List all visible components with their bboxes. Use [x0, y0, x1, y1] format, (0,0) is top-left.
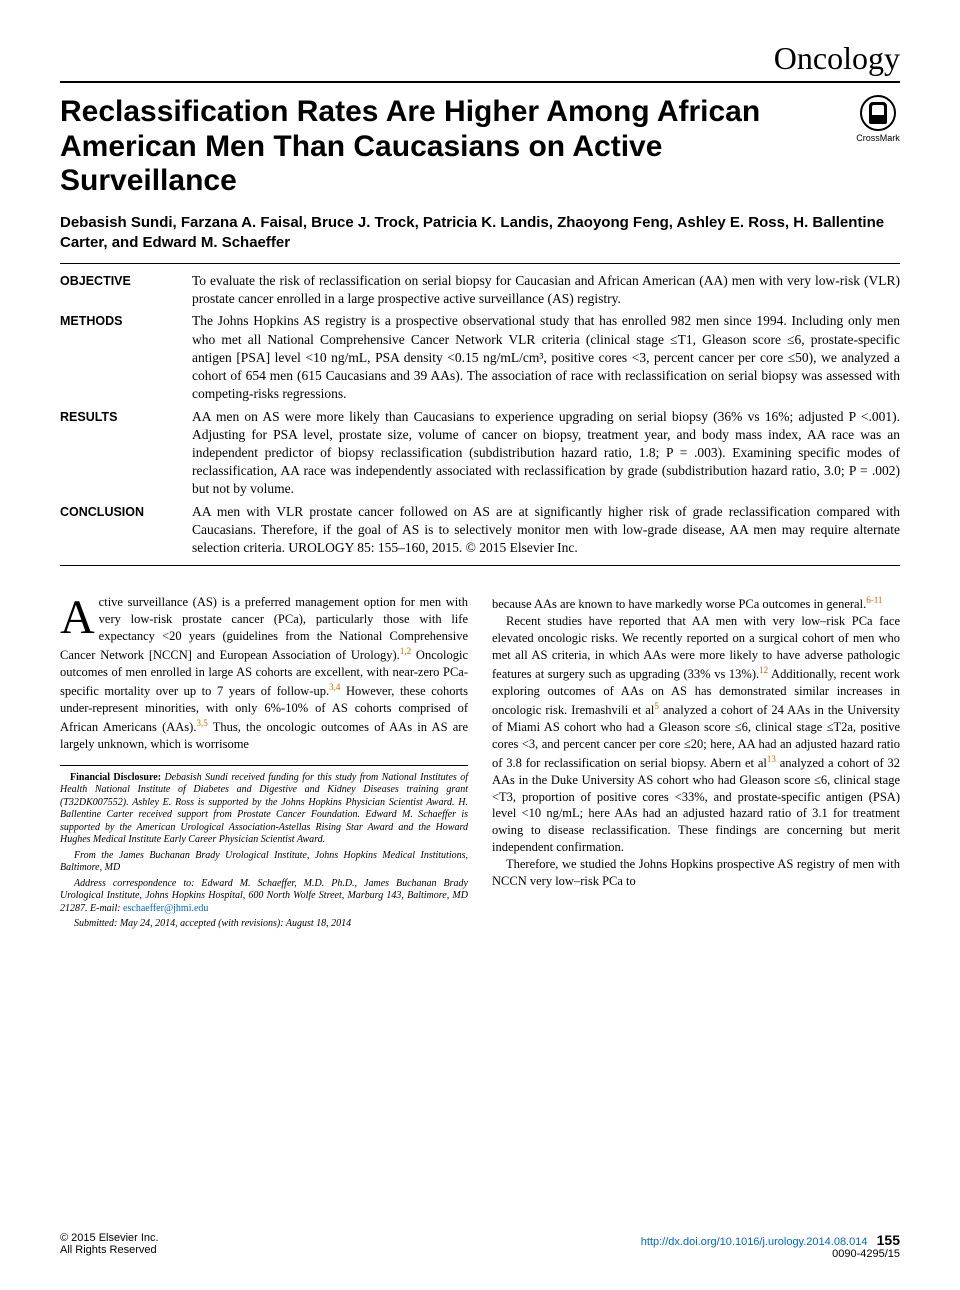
footer-left: © 2015 Elsevier Inc. All Rights Reserved [60, 1232, 159, 1260]
citation-sup[interactable]: 6-11 [866, 595, 882, 605]
rule [60, 565, 900, 566]
citation-sup[interactable]: 3,5 [196, 718, 207, 728]
abstract-methods: The Johns Hopkins AS registry is a prosp… [192, 312, 900, 403]
crossmark-icon [860, 95, 896, 131]
footnote-label: Financial Disclosure: [70, 772, 161, 783]
abstract-results: AA men on AS were more likely than Cauca… [192, 408, 900, 499]
footnotes: Financial Disclosure: Debasish Sundi rec… [60, 772, 468, 931]
body-paragraph: Therefore, we studied the Johns Hopkins … [492, 856, 900, 890]
body-text: analyzed a cohort of 32 AAs in the Duke … [492, 756, 900, 854]
rights: All Rights Reserved [60, 1244, 159, 1256]
rule [60, 263, 900, 264]
abstract-label-methods: METHODS [60, 312, 180, 403]
citation-sup[interactable]: 13 [767, 754, 776, 764]
abstract-label-objective: OBJECTIVE [60, 272, 180, 308]
email-link[interactable]: eschaeffer@jhmi.edu [123, 903, 208, 914]
doi-link[interactable]: http://dx.doi.org/10.1016/j.urology.2014… [641, 1236, 868, 1248]
citation-sup[interactable]: 1,2 [400, 646, 411, 656]
page-number: 155 [877, 1232, 900, 1248]
body-paragraph: Active surveillance (AS) is a preferred … [60, 594, 468, 752]
footnote-submitted: Submitted: May 24, 2014, accepted (with … [60, 918, 468, 931]
footer-right: http://dx.doi.org/10.1016/j.urology.2014… [641, 1232, 900, 1260]
section-header: Oncology [60, 40, 900, 83]
abstract-label-results: RESULTS [60, 408, 180, 499]
footnote-financial: Financial Disclosure: Debasish Sundi rec… [60, 772, 468, 847]
issn: 0090-4295/15 [641, 1248, 900, 1260]
citation-sup[interactable]: 12 [759, 665, 768, 675]
crossmark-label: CrossMark [856, 133, 900, 143]
page-footer: © 2015 Elsevier Inc. All Rights Reserved… [60, 1232, 900, 1260]
copyright: © 2015 Elsevier Inc. [60, 1232, 159, 1244]
column-left: Active surveillance (AS) is a preferred … [60, 594, 468, 933]
authors: Debasish Sundi, Farzana A. Faisal, Bruce… [60, 213, 900, 254]
column-right: because AAs are known to have markedly w… [492, 594, 900, 933]
abstract-objective: To evaluate the risk of reclassification… [192, 272, 900, 308]
abstract-conclusion: AA men with VLR prostate cancer followed… [192, 503, 900, 558]
body-paragraph: because AAs are known to have markedly w… [492, 594, 900, 613]
footnote-address: Address correspondence to: Edward M. Sch… [60, 878, 468, 916]
footnote-from: From the James Buchanan Brady Urological… [60, 850, 468, 875]
body-text: because AAs are known to have markedly w… [492, 597, 866, 611]
rule [60, 765, 468, 766]
title-row: Reclassification Rates Are Higher Among … [60, 95, 900, 199]
article-title: Reclassification Rates Are Higher Among … [60, 95, 844, 199]
crossmark-badge[interactable]: CrossMark [856, 95, 900, 143]
body-columns: Active surveillance (AS) is a preferred … [60, 594, 900, 933]
citation-sup[interactable]: 3,4 [329, 682, 340, 692]
abstract-label-conclusion: CONCLUSION [60, 503, 180, 558]
abstract: OBJECTIVE To evaluate the risk of reclas… [60, 272, 900, 557]
footnote-text: Address correspondence to: Edward M. Sch… [60, 878, 468, 914]
dropcap: A [60, 594, 99, 639]
body-paragraph: Recent studies have reported that AA men… [492, 613, 900, 856]
